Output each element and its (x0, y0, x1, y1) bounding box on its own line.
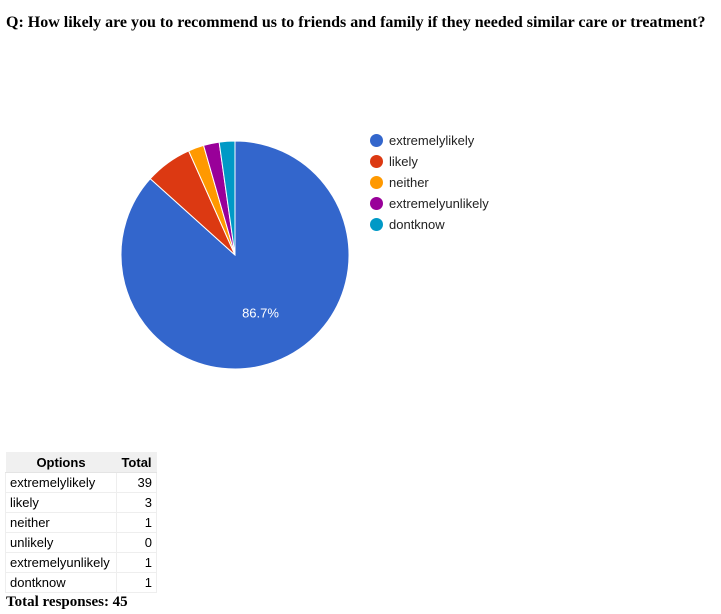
legend-item-extremelyunlikely: extremelyunlikely (370, 193, 489, 214)
total-cell: 0 (116, 532, 157, 553)
legend-item-dontknow: dontknow (370, 214, 489, 235)
total-cell: 3 (116, 492, 157, 513)
legend-swatch (370, 155, 383, 168)
table-row: extremelyunlikely 1 (5, 552, 157, 573)
option-cell: neither (5, 512, 117, 533)
total-cell: 1 (116, 512, 157, 533)
legend-item-extremelylikely: extremelylikely (370, 130, 489, 151)
table-row: unlikely 0 (5, 532, 157, 553)
header-total: Total (116, 452, 157, 473)
legend-swatch (370, 176, 383, 189)
option-cell: dontknow (5, 572, 117, 593)
legend-label: extremelylikely (389, 133, 475, 148)
option-cell: likely (5, 492, 117, 513)
table-row: neither 1 (5, 512, 157, 533)
table-row: extremelylikely 39 (5, 472, 157, 493)
legend-label: neither (389, 175, 429, 190)
pie-chart: 86.7% (120, 140, 350, 370)
legend-label: likely (389, 154, 418, 169)
total-cell: 1 (116, 572, 157, 593)
table-header-row: Options Total (5, 452, 157, 473)
slice-label-extremelylikely: 86.7% (242, 305, 279, 320)
header-options: Options (5, 452, 117, 473)
option-cell: extremelyunlikely (5, 552, 117, 573)
legend-label: dontknow (389, 217, 445, 232)
total-cell: 1 (116, 552, 157, 573)
legend-item-neither: neither (370, 172, 489, 193)
total-responses: Total responses: 45 (6, 594, 128, 610)
question-title: Q: How likely are you to recommend us to… (6, 14, 706, 31)
table-row: likely 3 (5, 492, 157, 513)
options-table: Options Total extremelylikely 39 likely … (5, 452, 157, 593)
table-row: dontknow 1 (5, 572, 157, 593)
legend-swatch (370, 134, 383, 147)
legend-swatch (370, 197, 383, 210)
total-cell: 39 (116, 472, 157, 493)
chart-legend: extremelylikely likely neither extremelyunl… (370, 130, 489, 235)
legend-item-likely: likely (370, 151, 489, 172)
legend-swatch (370, 218, 383, 231)
option-cell: unlikely (5, 532, 117, 553)
pie-slice-dontknow (218, 140, 236, 256)
option-cell: extremelylikely (5, 472, 117, 493)
legend-label: extremelyunlikely (389, 196, 489, 211)
